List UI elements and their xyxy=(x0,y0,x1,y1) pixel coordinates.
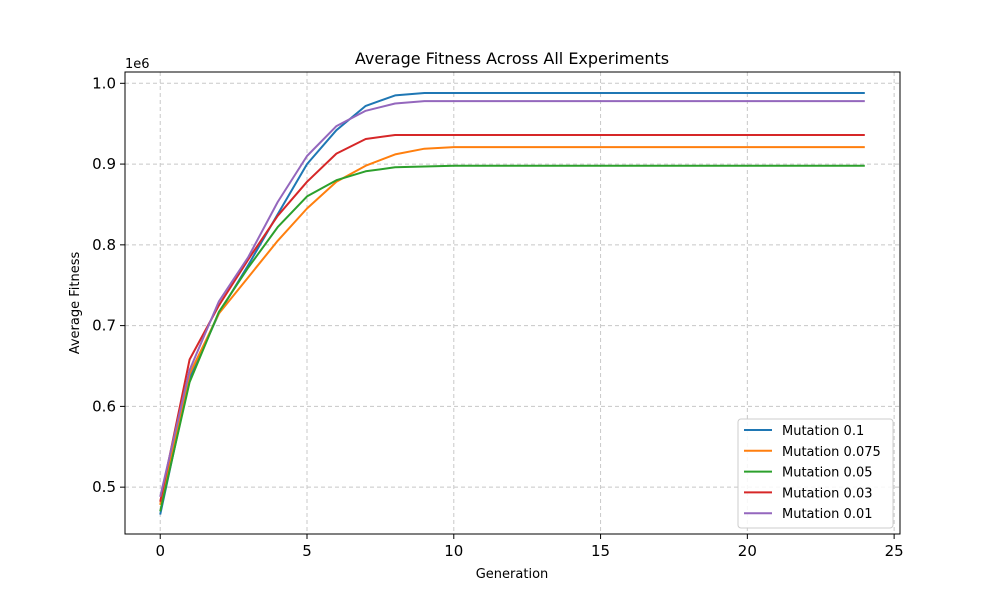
x-tick-label: 20 xyxy=(738,542,757,560)
chart-title: Average Fitness Across All Experiments xyxy=(355,49,669,68)
y-tick-label: 0.8 xyxy=(92,236,116,254)
y-tick-label: 0.5 xyxy=(92,478,116,496)
legend-label: Mutation 0.01 xyxy=(782,507,873,522)
x-tick-label: 5 xyxy=(302,542,312,560)
axis-ticks: 0 5 10 15 20 25 0.5 0.6 0.7 0.8 0.9 1.0 xyxy=(92,74,904,560)
x-tick-label: 0 xyxy=(155,542,165,560)
y-tick-label: 0.9 xyxy=(92,155,116,173)
series-line xyxy=(159,134,865,502)
series-line xyxy=(159,164,865,512)
legend-label: Mutation 0.1 xyxy=(782,424,864,439)
series-line xyxy=(159,92,865,515)
legend-label: Mutation 0.075 xyxy=(782,445,881,460)
y-tick-label: 0.6 xyxy=(92,397,116,415)
legend-label: Mutation 0.05 xyxy=(782,466,873,481)
legend: Mutation 0.1 Mutation 0.075 Mutation 0.05 M… xyxy=(737,418,894,529)
y-axis-label: Average Fitness xyxy=(68,252,83,355)
x-axis-label: Generation xyxy=(476,567,549,582)
legend-label: Mutation 0.03 xyxy=(782,486,873,501)
series-lines xyxy=(159,92,865,515)
x-tick-label: 15 xyxy=(591,542,610,560)
y-tick-label: 0.7 xyxy=(92,317,116,335)
legend-box xyxy=(737,418,894,529)
series-line xyxy=(159,100,865,498)
plot-area-frame xyxy=(124,71,901,535)
y-tick-label: 1.0 xyxy=(92,74,116,92)
x-tick-label: 10 xyxy=(444,542,463,560)
y-axis-scale-label: 1e6 xyxy=(125,57,150,72)
x-tick-label: 25 xyxy=(885,542,904,560)
series-line xyxy=(159,146,865,506)
